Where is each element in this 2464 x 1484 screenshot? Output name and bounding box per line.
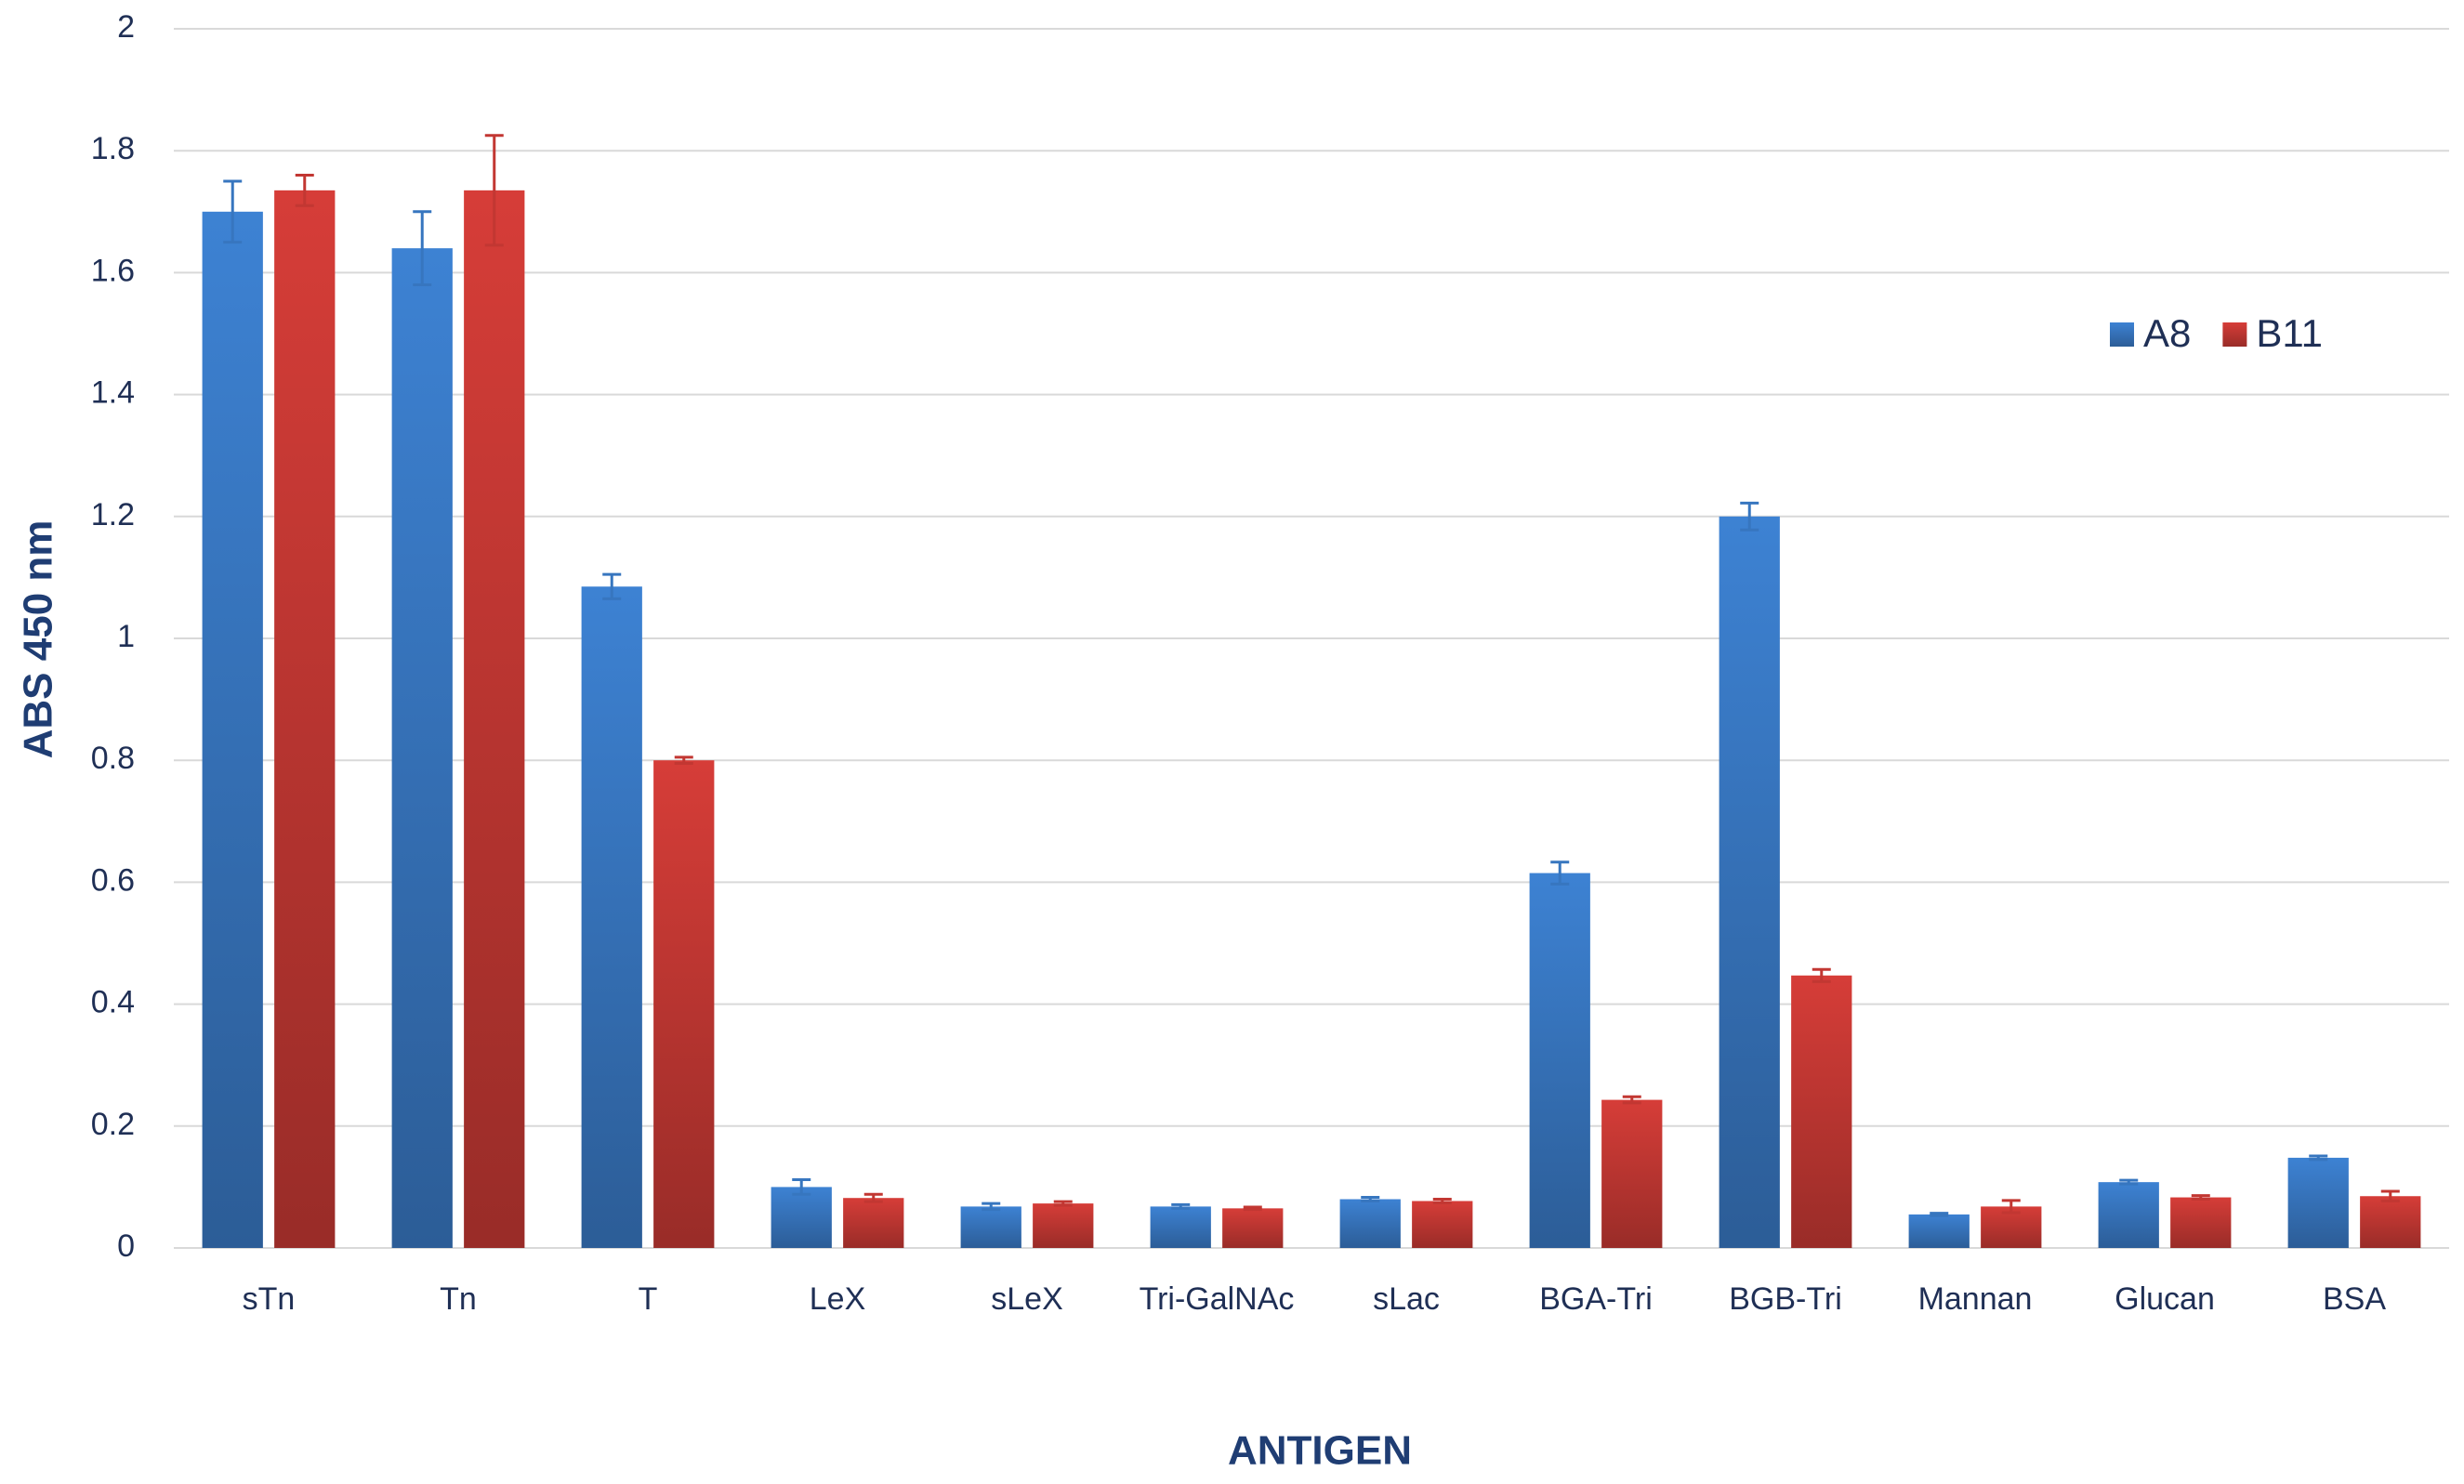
- error-bar: [1740, 501, 1759, 532]
- bar: [1150, 1206, 1211, 1248]
- error-bar: [2191, 1194, 2210, 1202]
- legend-label: B11: [2256, 311, 2323, 355]
- error-bar: [1053, 1200, 1073, 1207]
- x-tick-label: sTn: [243, 1281, 296, 1317]
- error-bar: [674, 755, 693, 765]
- bar: [1719, 516, 1780, 1248]
- x-tick-label: BSA: [2323, 1281, 2386, 1317]
- error-bar: [1361, 1196, 1380, 1202]
- error-bar: [1812, 967, 1831, 983]
- y-tick-label: 0.8: [91, 741, 135, 776]
- y-tick-label: 2: [117, 9, 135, 45]
- error-bar: [2119, 1178, 2139, 1186]
- bar: [2360, 1196, 2421, 1248]
- error-bar: [602, 572, 622, 600]
- bar: [843, 1198, 904, 1248]
- x-tick-label: BGB-Tri: [1729, 1281, 1842, 1317]
- bar: [2170, 1197, 2232, 1248]
- bar: [391, 248, 453, 1248]
- legend-swatch: [2110, 322, 2134, 347]
- y-tick-label: 0.4: [91, 985, 135, 1020]
- y-tick-label: 0: [117, 1228, 135, 1264]
- error-bar: [792, 1178, 811, 1196]
- legend-swatch: [2222, 322, 2247, 347]
- error-bar: [1171, 1202, 1191, 1210]
- bar: [960, 1206, 1021, 1248]
- error-bar: [2001, 1199, 2021, 1215]
- x-tick-label: LeX: [810, 1281, 866, 1317]
- bar: [1529, 873, 1590, 1248]
- x-tick-label: Tn: [440, 1281, 477, 1317]
- x-tick-label: sLeX: [991, 1281, 1063, 1317]
- bar: [1412, 1201, 1473, 1248]
- x-tick-label: Mannan: [1918, 1281, 2033, 1317]
- legend-label: A8: [2143, 311, 2191, 355]
- y-tick-label: 1.8: [91, 131, 135, 166]
- error-bar: [1622, 1095, 1641, 1105]
- y-tick-label: 1.2: [91, 497, 135, 532]
- error-bar: [1550, 860, 1570, 886]
- bar: [771, 1187, 832, 1248]
- error-bar: [863, 1192, 883, 1203]
- bar: [653, 760, 715, 1248]
- y-axis-title: ABS 450 nm: [16, 520, 61, 759]
- error-bar: [295, 173, 314, 207]
- bar: [1908, 1214, 1970, 1248]
- bar: [1222, 1208, 1284, 1248]
- x-tick-label: Glucan: [2115, 1281, 2215, 1317]
- error-bar: [982, 1202, 1001, 1212]
- bar: [1791, 975, 1852, 1248]
- bar: [202, 211, 263, 1248]
- bar: [464, 190, 525, 1249]
- x-tick-label: T: [639, 1281, 658, 1317]
- error-bar: [484, 134, 504, 247]
- error-bar: [413, 210, 432, 287]
- error-bar: [2380, 1189, 2400, 1202]
- error-bar: [1243, 1205, 1262, 1212]
- y-tick-label: 0.6: [91, 862, 135, 898]
- bar: [1601, 1099, 1663, 1248]
- y-tick-label: 1.4: [91, 375, 135, 411]
- x-tick-label: sLac: [1373, 1281, 1440, 1317]
- y-tick-label: 1.6: [91, 253, 135, 288]
- bar: [274, 190, 336, 1249]
- x-axis-title: ANTIGEN: [1228, 1428, 1412, 1474]
- error-bar: [2309, 1154, 2328, 1162]
- y-tick-label: 0.2: [91, 1107, 135, 1142]
- x-tick-label: Tri-GalNAc: [1140, 1281, 1295, 1317]
- error-bar: [1930, 1212, 1949, 1217]
- bar: [581, 586, 642, 1248]
- bar: [2287, 1157, 2349, 1248]
- error-bar: [1432, 1198, 1452, 1204]
- x-tick-label: BGA-Tri: [1539, 1281, 1653, 1317]
- bar: [2098, 1182, 2159, 1248]
- y-tick-label: 1: [117, 619, 135, 654]
- error-bar: [223, 179, 243, 244]
- bar: [1033, 1203, 1094, 1248]
- bar: [1339, 1199, 1401, 1248]
